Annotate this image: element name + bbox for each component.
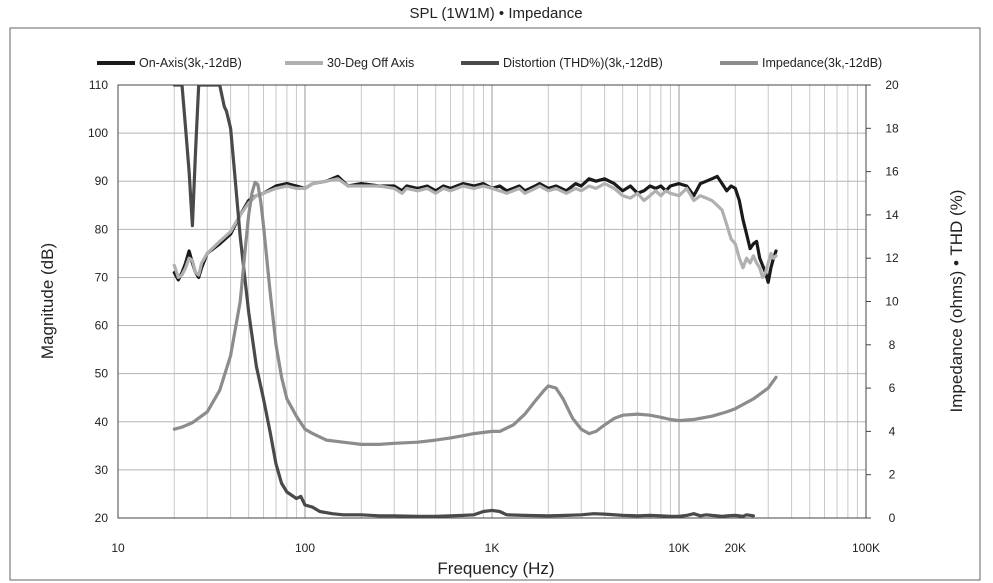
y2-tick-label: 10	[885, 295, 899, 309]
y-tick-label: 100	[88, 126, 108, 140]
y-tick-label: 90	[95, 174, 109, 188]
y2-tick-label: 20	[885, 78, 899, 92]
x-tick-label: 100	[295, 541, 315, 555]
y-tick-label: 70	[95, 270, 109, 284]
x-tick-label: 10K	[668, 541, 689, 555]
y2-tick-label: 16	[885, 165, 899, 179]
y2-tick-label: 14	[885, 208, 899, 222]
y2-tick-label: 12	[885, 251, 899, 265]
y-tick-label: 110	[89, 78, 108, 92]
legend-label-1: On-Axis(3k,-12dB)	[139, 56, 242, 70]
x-axis-ticks: 10 100 1K 10K 20K 100K	[111, 541, 880, 555]
legend-label-4: Impedance(3k,-12dB)	[762, 56, 882, 70]
y-axis-ticks: 20 30 40 50 60 70 80 90 100 110	[88, 78, 108, 525]
chart-frame	[9, 27, 981, 581]
series-line-3	[172, 85, 755, 518]
y2-tick-label: 6	[889, 381, 896, 395]
y-axis-title: Magnitude (dB)	[38, 243, 57, 359]
plot-area	[117, 84, 867, 519]
x-tick-label: 20K	[725, 541, 746, 555]
y-tick-label: 40	[95, 415, 109, 429]
y-tick-label: 60	[95, 319, 109, 333]
x-tick-label: 1K	[485, 541, 500, 555]
series-line-4	[172, 180, 778, 446]
chart-title: SPL (1W1M) • Impedance	[409, 5, 582, 22]
x-axis-title: Frequency (Hz)	[437, 559, 554, 578]
legend-label-2: 30-Deg Off Axis	[327, 56, 414, 70]
y2-axis-ticks: 0 2 4 6 8 10 12 14 16 18 20	[866, 78, 899, 525]
y2-tick-label: 4	[889, 424, 896, 438]
series-lines	[172, 85, 778, 518]
y-tick-label: 80	[95, 222, 109, 236]
legend-label-3: Distortion (THD%)(3k,-12dB)	[503, 56, 663, 70]
x-tick-label: 100K	[852, 541, 880, 555]
y-tick-label: 20	[95, 511, 109, 525]
y2-tick-label: 2	[889, 468, 896, 482]
y2-axis-title: Impedance (ohms) • THD (%)	[947, 190, 966, 413]
grid	[117, 84, 866, 519]
legend: On-Axis(3k,-12dB) 30-Deg Off Axis Distorti…	[97, 56, 882, 70]
y2-tick-label: 18	[885, 121, 899, 135]
y-tick-label: 50	[95, 367, 109, 381]
x-tick-label: 10	[111, 541, 125, 555]
y-tick-label: 30	[95, 463, 109, 477]
y2-tick-label: 0	[889, 511, 896, 525]
y2-tick-label: 8	[889, 338, 896, 352]
